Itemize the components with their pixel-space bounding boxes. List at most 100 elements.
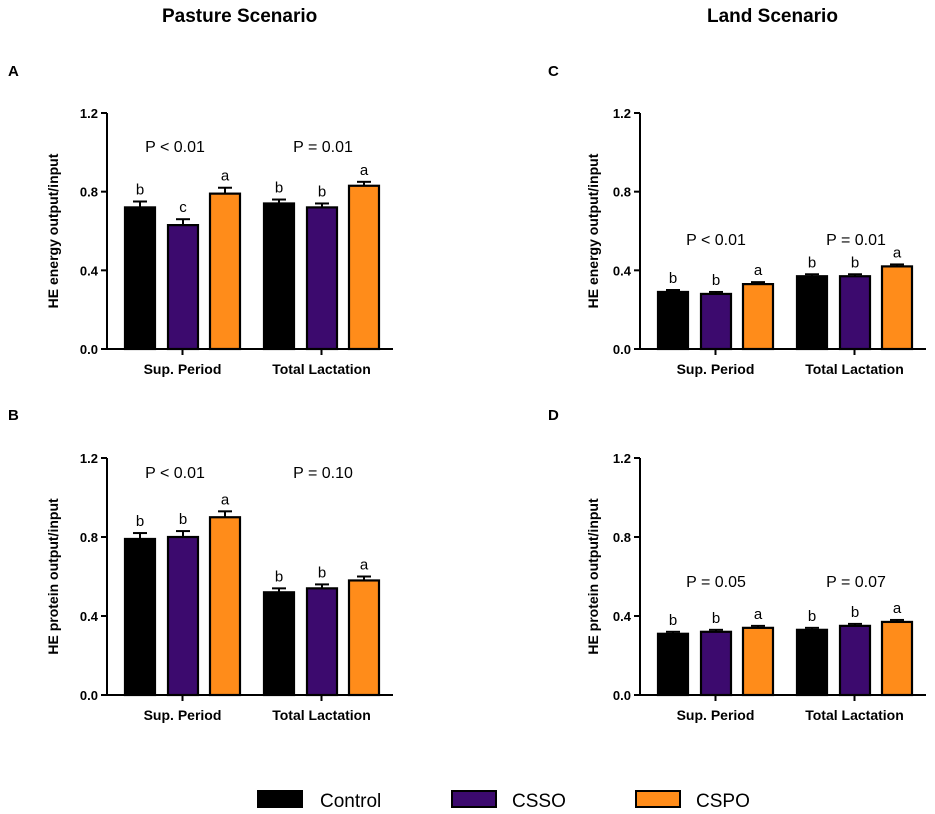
x-category-label: Total Lactation xyxy=(272,707,371,723)
p-value-annotation: P = 0.10 xyxy=(293,465,353,482)
significance-letter: b xyxy=(808,608,816,625)
bar-control xyxy=(262,202,296,351)
significance-letter: b xyxy=(318,564,326,581)
bar-control xyxy=(123,206,157,351)
y-tick-label: 0.4 xyxy=(613,263,632,278)
significance-letter: b xyxy=(669,612,677,629)
y-tick-label: 1.2 xyxy=(80,106,98,121)
panel-b: B HE protein output/input 0.0 0.4 0.8 1.2 Sup.… xyxy=(8,407,393,723)
panel-label-c: C xyxy=(548,63,559,80)
significance-letter: b xyxy=(712,610,720,627)
significance-letter: a xyxy=(754,262,763,279)
y-tick-label: 0.0 xyxy=(613,342,631,357)
significance-letter: a xyxy=(893,600,902,617)
panel-label-b: B xyxy=(8,407,19,424)
panel-c: C HE energy output/input 0.0 0.4 0.8 1.2 Sup. … xyxy=(548,63,926,377)
land-scenario-title: Land Scenario xyxy=(707,6,838,27)
y-axis-label: HE energy output/input xyxy=(45,153,61,308)
panel-label-a: A xyxy=(8,63,19,80)
y-tick-label: 0.0 xyxy=(613,688,631,703)
bar-cspo xyxy=(880,265,914,351)
p-value-annotation: P < 0.01 xyxy=(686,232,746,249)
significance-letter: b xyxy=(275,180,283,197)
bar-csso xyxy=(838,624,872,697)
significance-letter: a xyxy=(893,244,902,261)
significance-letter: b xyxy=(851,604,859,621)
legend-label-csso: CSSO xyxy=(512,791,566,812)
x-category-label: Total Lactation xyxy=(272,361,371,377)
legend-label-cspo: CSPO xyxy=(696,791,750,812)
y-tick-label: 0.4 xyxy=(613,609,632,624)
p-value-annotation: P = 0.07 xyxy=(826,574,886,591)
bar-control xyxy=(795,628,829,697)
y-tick-label: 1.2 xyxy=(80,451,98,466)
bar-csso xyxy=(699,630,733,697)
y-axis-label: HE protein output/input xyxy=(45,498,61,655)
panel-label-d: D xyxy=(548,407,559,424)
bar-csso xyxy=(166,535,200,697)
significance-letter: c xyxy=(179,199,187,216)
significance-letter: a xyxy=(360,162,369,179)
significance-letter: a xyxy=(360,557,369,574)
y-tick-label: 0.0 xyxy=(80,342,98,357)
p-value-annotation: P = 0.01 xyxy=(826,232,886,249)
legend-swatch-csso xyxy=(451,790,497,808)
legend-swatch-cspo xyxy=(635,790,681,808)
bar-control xyxy=(123,537,157,697)
significance-letter: b xyxy=(712,272,720,289)
y-tick-label: 0.4 xyxy=(80,609,99,624)
significance-letter: b xyxy=(136,182,144,199)
bar-cspo xyxy=(208,192,242,351)
x-category-label: Total Lactation xyxy=(805,707,904,723)
y-tick-label: 0.8 xyxy=(80,185,98,200)
y-tick-label: 0.0 xyxy=(80,688,98,703)
significance-letter: b xyxy=(851,254,859,271)
significance-letter: b xyxy=(179,511,187,528)
significance-letter: b xyxy=(136,513,144,530)
y-axis-label: HE energy output/input xyxy=(585,153,601,308)
y-tick-label: 0.8 xyxy=(613,530,631,545)
y-tick-label: 0.8 xyxy=(80,530,98,545)
significance-letter: b xyxy=(318,183,326,200)
p-value-annotation: P < 0.01 xyxy=(145,465,205,482)
pasture-scenario-title: Pasture Scenario xyxy=(162,6,318,27)
bar-cspo xyxy=(741,626,775,697)
bar-csso xyxy=(305,206,339,351)
p-value-annotation: P < 0.01 xyxy=(145,139,205,156)
y-tick-label: 1.2 xyxy=(613,106,631,121)
y-tick-label: 1.2 xyxy=(613,451,631,466)
x-category-label: Sup. Period xyxy=(144,707,222,723)
bar-csso xyxy=(699,292,733,351)
bar-csso xyxy=(305,587,339,697)
p-value-annotation: P = 0.01 xyxy=(293,139,353,156)
bar-control xyxy=(656,290,690,351)
x-category-label: Sup. Period xyxy=(677,707,755,723)
bar-control xyxy=(656,632,690,697)
bar-cspo xyxy=(208,516,242,697)
y-tick-label: 0.4 xyxy=(80,263,99,278)
bar-csso xyxy=(838,275,872,351)
y-axis-label: HE protein output/input xyxy=(585,498,601,655)
y-tick-label: 0.8 xyxy=(613,185,631,200)
significance-letter: a xyxy=(221,491,230,508)
x-category-label: Sup. Period xyxy=(144,361,222,377)
significance-letter: a xyxy=(754,606,763,623)
panel-d: D HE protein output/input 0.0 0.4 0.8 1.2 Sup.… xyxy=(548,407,926,723)
bar-cspo xyxy=(347,579,381,697)
legend-label-control: Control xyxy=(320,791,381,812)
significance-letter: b xyxy=(669,270,677,287)
bar-control xyxy=(262,591,296,697)
bar-cspo xyxy=(741,283,775,351)
significance-letter: b xyxy=(808,254,816,271)
significance-letter: a xyxy=(221,168,230,185)
panel-a: A HE energy output/input 0.0 0.4 0.8 1.2 Sup. … xyxy=(8,63,393,377)
bar-cspo xyxy=(880,620,914,697)
x-category-label: Total Lactation xyxy=(805,361,904,377)
significance-letter: b xyxy=(275,568,283,585)
legend: Control CSSO CSPO xyxy=(257,790,750,812)
bar-control xyxy=(795,275,829,351)
bar-cspo xyxy=(347,184,381,351)
bar-csso xyxy=(166,224,200,351)
p-value-annotation: P = 0.05 xyxy=(686,574,746,591)
